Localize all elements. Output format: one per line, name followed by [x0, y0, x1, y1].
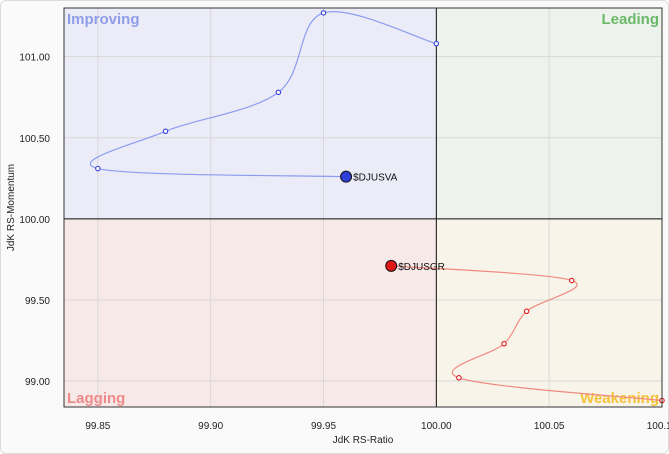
y-tick-label: 99.00	[25, 377, 50, 388]
x-tick-label: 100.10	[647, 421, 669, 432]
quadrant-improving	[64, 8, 437, 219]
quadrant-label-leading: Leading	[601, 11, 659, 28]
series-tail-point	[456, 375, 462, 381]
series-tail-point	[501, 340, 507, 347]
series-tail-point	[320, 10, 327, 16]
series-tail-point	[523, 308, 530, 315]
x-tick-label: 100.05	[534, 421, 565, 432]
series-tail-point	[162, 128, 169, 135]
series-tail-point	[433, 40, 440, 47]
y-tick-label: 100.00	[19, 215, 50, 226]
series-head-point	[385, 259, 398, 272]
quadrant-label-lagging: Lagging	[67, 390, 125, 407]
quadrant-label-weakening: Weakening	[580, 390, 659, 407]
series-head-point	[340, 170, 353, 183]
series-end-label: $DJUSGR	[398, 262, 445, 273]
series-tail-line	[391, 265, 663, 402]
x-tick-label: 100.00	[421, 421, 452, 432]
x-tick-label: 99.90	[198, 421, 223, 432]
series-tail-point	[95, 165, 101, 172]
x-tick-label: 99.95	[311, 421, 336, 432]
series-tail-point	[568, 277, 575, 284]
plot-border	[63, 7, 663, 408]
y-axis-label: JdK RS-Momentum	[6, 164, 17, 251]
quadrant-label-improving: Improving	[67, 11, 140, 28]
series-tail-point	[275, 89, 282, 96]
series-end-label: $DJUSVA	[353, 173, 398, 184]
x-axis-label: JdK RS-Ratio	[333, 435, 394, 446]
x-tick-label: 99.85	[85, 421, 110, 432]
series-tail-line	[89, 11, 437, 178]
y-tick-label: 99.50	[25, 296, 50, 307]
y-tick-label: 101.00	[19, 53, 50, 64]
quadrant-lagging	[64, 218, 437, 407]
y-tick-label: 100.50	[19, 134, 50, 145]
